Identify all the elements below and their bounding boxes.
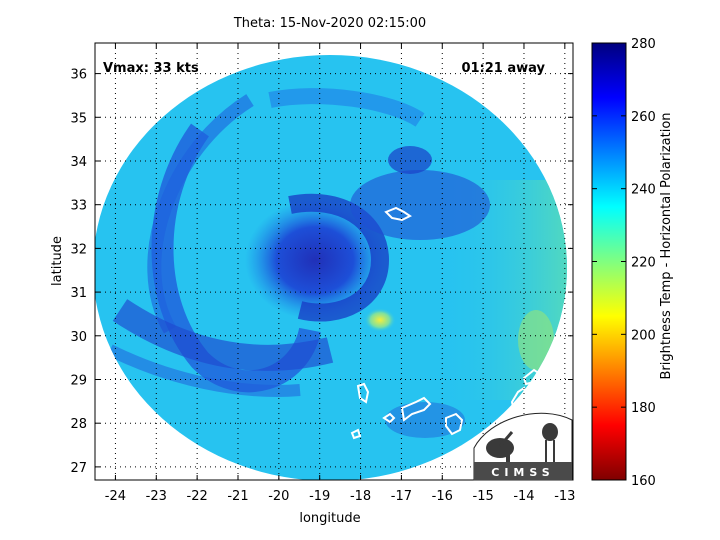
x-tick-label: -20: [268, 489, 289, 504]
x-tick-label: -17: [391, 489, 412, 504]
y-tick-label: 30: [70, 330, 87, 345]
island-outlines: [350, 206, 542, 440]
cimss-logo: CIMSS: [473, 412, 573, 481]
colorbar-label: Brightness Temp - Horizontal Polarizatio…: [659, 112, 674, 379]
logo-text: CIMSS: [491, 466, 554, 479]
x-tick-label: -16: [432, 489, 453, 504]
colorbar-tick-label: 180: [631, 401, 656, 416]
y-tick-label: 27: [70, 461, 87, 476]
vmax-annotation: Vmax: 33 kts: [103, 61, 199, 76]
x-tick-label: -23: [146, 489, 167, 504]
y-axis-label: latitude: [50, 236, 65, 286]
x-axis-ticks: -24 -23 -22 -21 -20 -19 -18 -17 -16 -15 -14 -13: [105, 43, 575, 504]
plot-frame: [94, 42, 574, 481]
colorbar-tick-label: 160: [631, 474, 656, 489]
colorbar-tick-label: 240: [631, 183, 656, 198]
colorbar: 160 180 200 220 240 260 280 Brightness Temp - …: [591, 37, 674, 489]
colorbar-tick-label: 260: [631, 110, 656, 125]
y-tick-label: 36: [70, 68, 87, 83]
figure-title: Theta: 15-Nov-2020 02:15:00: [233, 16, 426, 31]
x-tick-label: -24: [105, 489, 126, 504]
time-away-annotation: 01:21 away: [461, 61, 545, 76]
x-tick-label: -13: [554, 489, 575, 504]
colorbar-tick-label: 200: [631, 328, 656, 343]
x-axis-label: longitude: [299, 511, 360, 526]
y-axis-ticks: 27 28 29 30 31 32 33 34 35 36: [70, 68, 573, 476]
colorbar-tick-label: 220: [631, 256, 656, 271]
y-tick-label: 28: [70, 417, 87, 432]
x-tick-label: -22: [187, 489, 208, 504]
x-tick-label: -15: [473, 489, 494, 504]
y-tick-label: 33: [70, 199, 87, 214]
colorbar-gradient: [591, 42, 627, 481]
colorbar-tick-label: 280: [631, 37, 656, 52]
colorbar-ticks: 160 180 200 220 240 260 280: [592, 37, 656, 489]
y-tick-label: 31: [70, 286, 87, 301]
y-tick-label: 35: [70, 111, 87, 126]
x-tick-label: -18: [350, 489, 371, 504]
y-tick-label: 34: [70, 155, 87, 170]
microwave-swath: [95, 55, 567, 480]
y-tick-label: 32: [70, 242, 87, 257]
x-tick-label: -14: [513, 489, 534, 504]
x-tick-label: -21: [227, 489, 248, 504]
x-tick-label: -19: [309, 489, 330, 504]
y-tick-label: 29: [70, 373, 87, 388]
